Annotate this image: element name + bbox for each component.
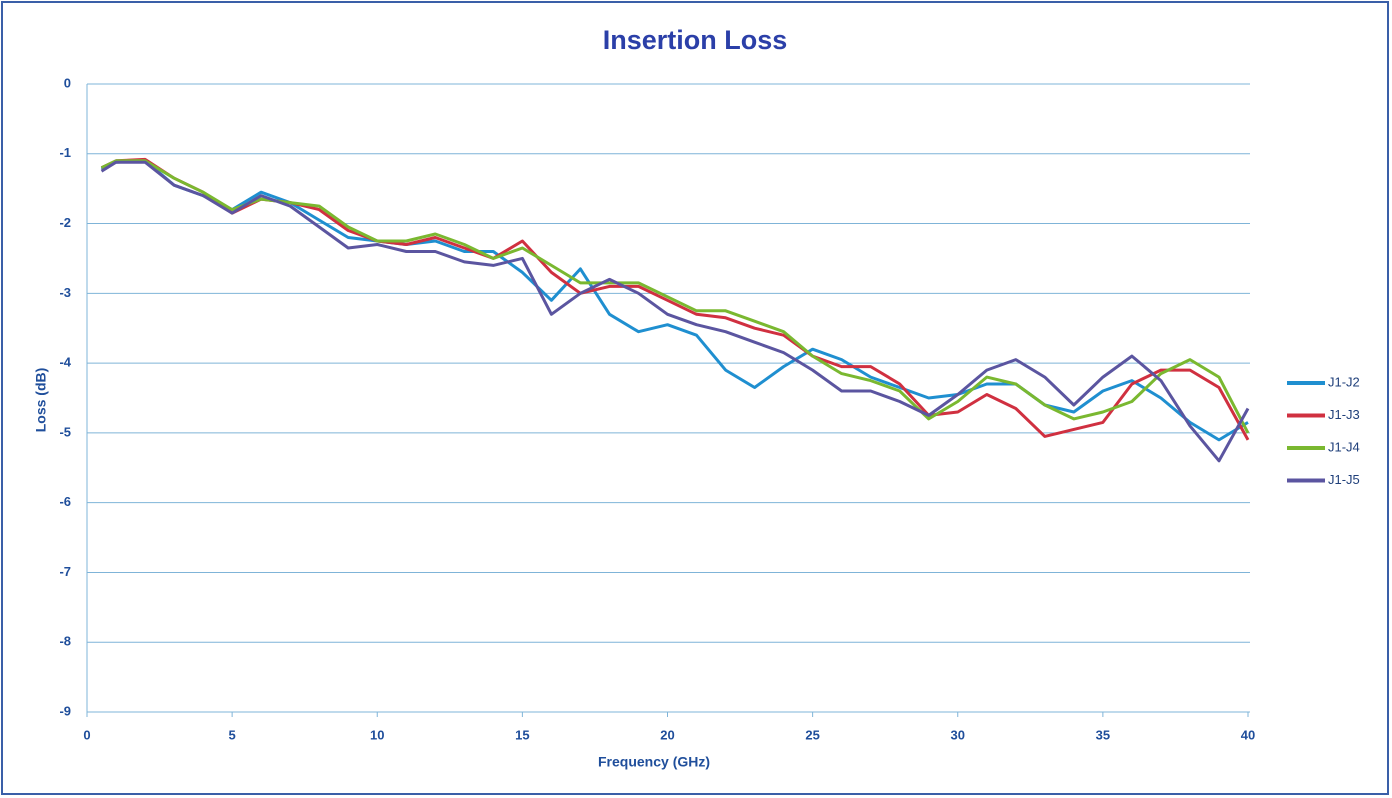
x-tick-label: 25	[805, 727, 819, 742]
y-tick-label: -5	[59, 424, 71, 439]
y-tick-label: 0	[64, 75, 71, 90]
data-line	[100, 159, 1249, 442]
x-tick-label: 40	[1241, 727, 1255, 742]
legend-label: J1-J3	[1328, 407, 1360, 422]
data-line	[100, 160, 1250, 463]
x-tick-label: 5	[229, 727, 236, 742]
y-tick-label: -6	[59, 494, 71, 509]
legend-label: J1-J5	[1328, 472, 1360, 487]
y-axis-label: Loss (dB)	[33, 368, 49, 433]
x-tick-label: 15	[515, 727, 529, 742]
y-tick-label: -8	[59, 634, 71, 649]
x-tick-label: 20	[660, 727, 674, 742]
x-tick-label: 35	[1096, 727, 1110, 742]
y-tick-label: -4	[59, 355, 71, 370]
y-tick-label: -1	[59, 145, 71, 160]
y-tick-label: -9	[59, 703, 71, 718]
x-axis-label: Frequency (GHz)	[598, 754, 710, 770]
y-tick-label: -3	[59, 285, 71, 300]
y-tick-label: -2	[59, 215, 71, 230]
x-tick-label: 10	[370, 727, 384, 742]
legend-label: J1-J4	[1328, 439, 1360, 454]
x-tick-label: 30	[951, 727, 965, 742]
x-tick-label: 0	[83, 727, 90, 742]
chart-title: Insertion Loss	[603, 25, 788, 55]
legend-label: J1-J2	[1328, 374, 1360, 389]
y-tick-label: -7	[59, 564, 71, 579]
